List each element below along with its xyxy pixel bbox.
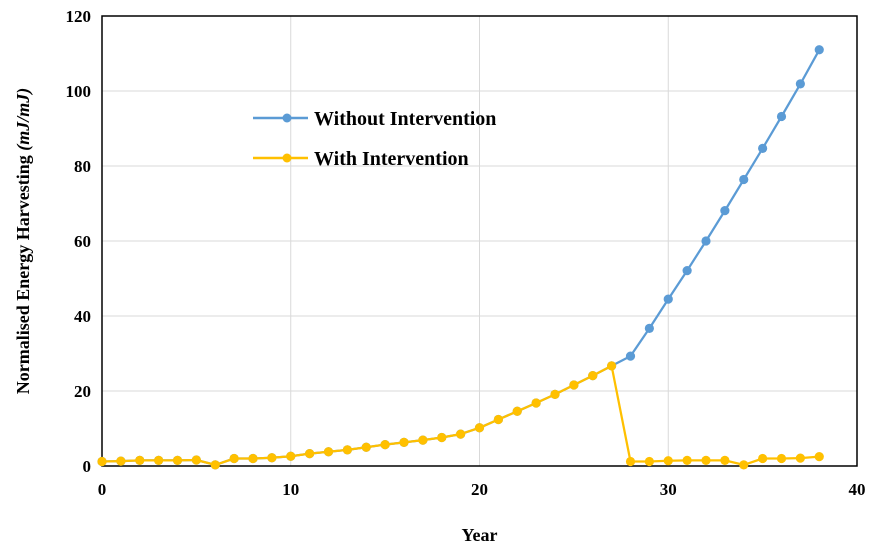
data-point	[286, 451, 296, 461]
y-axis-title: Normalised Energy Harvesting (mJ/mJ)	[13, 88, 34, 394]
legend-marker-with-intervention	[282, 153, 292, 163]
data-point	[342, 445, 352, 455]
data-point	[663, 294, 673, 304]
data-point	[248, 453, 258, 464]
data-point	[531, 398, 541, 408]
data-point	[267, 453, 277, 463]
y-axis-title-main: Normalised Energy Harvesting	[13, 151, 33, 394]
data-point	[474, 423, 485, 433]
data-point	[758, 453, 768, 464]
legend-entry-with-intervention: With Intervention	[253, 148, 469, 170]
data-point	[154, 455, 164, 465]
data-point	[720, 455, 730, 465]
data-point	[493, 414, 503, 425]
x-tick-label: 40	[849, 480, 866, 499]
data-point	[418, 435, 428, 445]
data-point	[814, 452, 824, 462]
data-point	[361, 442, 371, 452]
data-point	[380, 440, 390, 450]
x-tick-label: 20	[471, 480, 488, 499]
legend-entry-without-intervention: Without Intervention	[253, 108, 496, 130]
data-point	[588, 371, 598, 381]
legend: Without Intervention With Intervention	[253, 108, 496, 170]
y-tick-label: 100	[66, 82, 92, 101]
data-point	[323, 447, 334, 457]
data-point	[135, 455, 145, 465]
data-point	[550, 389, 560, 399]
series-line-with-intervention	[101, 364, 820, 467]
data-point	[663, 456, 673, 466]
data-point	[172, 455, 183, 465]
grid-lines	[101, 15, 858, 467]
data-point	[191, 455, 201, 465]
y-tick-label: 80	[74, 157, 91, 176]
y-tick-label: 120	[66, 7, 92, 26]
x-axis-ticks: 0 10 20 30 40	[98, 480, 866, 499]
data-point	[607, 361, 617, 371]
plot-area	[101, 15, 858, 467]
x-tick-label: 0	[98, 480, 107, 499]
data-point	[229, 453, 239, 464]
data-point	[644, 456, 654, 467]
y-axis-title-unit: (mJ/mJ)	[13, 88, 34, 151]
y-axis-ticks: 0 20 40 60 80 100 120	[66, 7, 92, 476]
data-point	[795, 79, 805, 89]
y-tick-label: 40	[74, 307, 91, 326]
x-tick-label: 10	[282, 480, 299, 499]
data-point	[625, 351, 636, 361]
data-point	[625, 456, 636, 467]
data-point	[701, 455, 711, 465]
data-point	[776, 111, 787, 122]
data-point	[701, 236, 711, 246]
legend-label-without-intervention: Without Intervention	[314, 108, 496, 130]
data-point	[739, 174, 749, 185]
data-point	[569, 380, 579, 390]
data-point	[758, 143, 768, 153]
y-tick-label: 20	[74, 382, 91, 401]
data-point	[644, 323, 654, 333]
y-tick-label: 0	[83, 457, 92, 476]
data-point	[795, 453, 805, 463]
data-point	[456, 429, 466, 439]
data-point	[210, 460, 220, 470]
data-point	[116, 456, 126, 466]
legend-marker-without-intervention	[282, 113, 292, 123]
data-point	[682, 266, 692, 276]
data-point	[814, 45, 824, 55]
x-tick-label: 30	[660, 480, 677, 499]
data-point	[97, 456, 107, 467]
data-point	[305, 449, 315, 459]
data-point	[776, 453, 787, 464]
x-axis-title: Year	[462, 525, 498, 545]
data-point	[512, 406, 522, 416]
y-tick-label: 60	[74, 232, 91, 251]
data-point	[682, 455, 692, 465]
series-with-intervention	[97, 361, 824, 470]
data-point	[739, 460, 749, 470]
data-point	[399, 437, 409, 447]
data-point	[437, 432, 447, 443]
series-layer	[97, 45, 824, 470]
legend-label-with-intervention: With Intervention	[314, 148, 469, 170]
data-point	[720, 206, 730, 216]
